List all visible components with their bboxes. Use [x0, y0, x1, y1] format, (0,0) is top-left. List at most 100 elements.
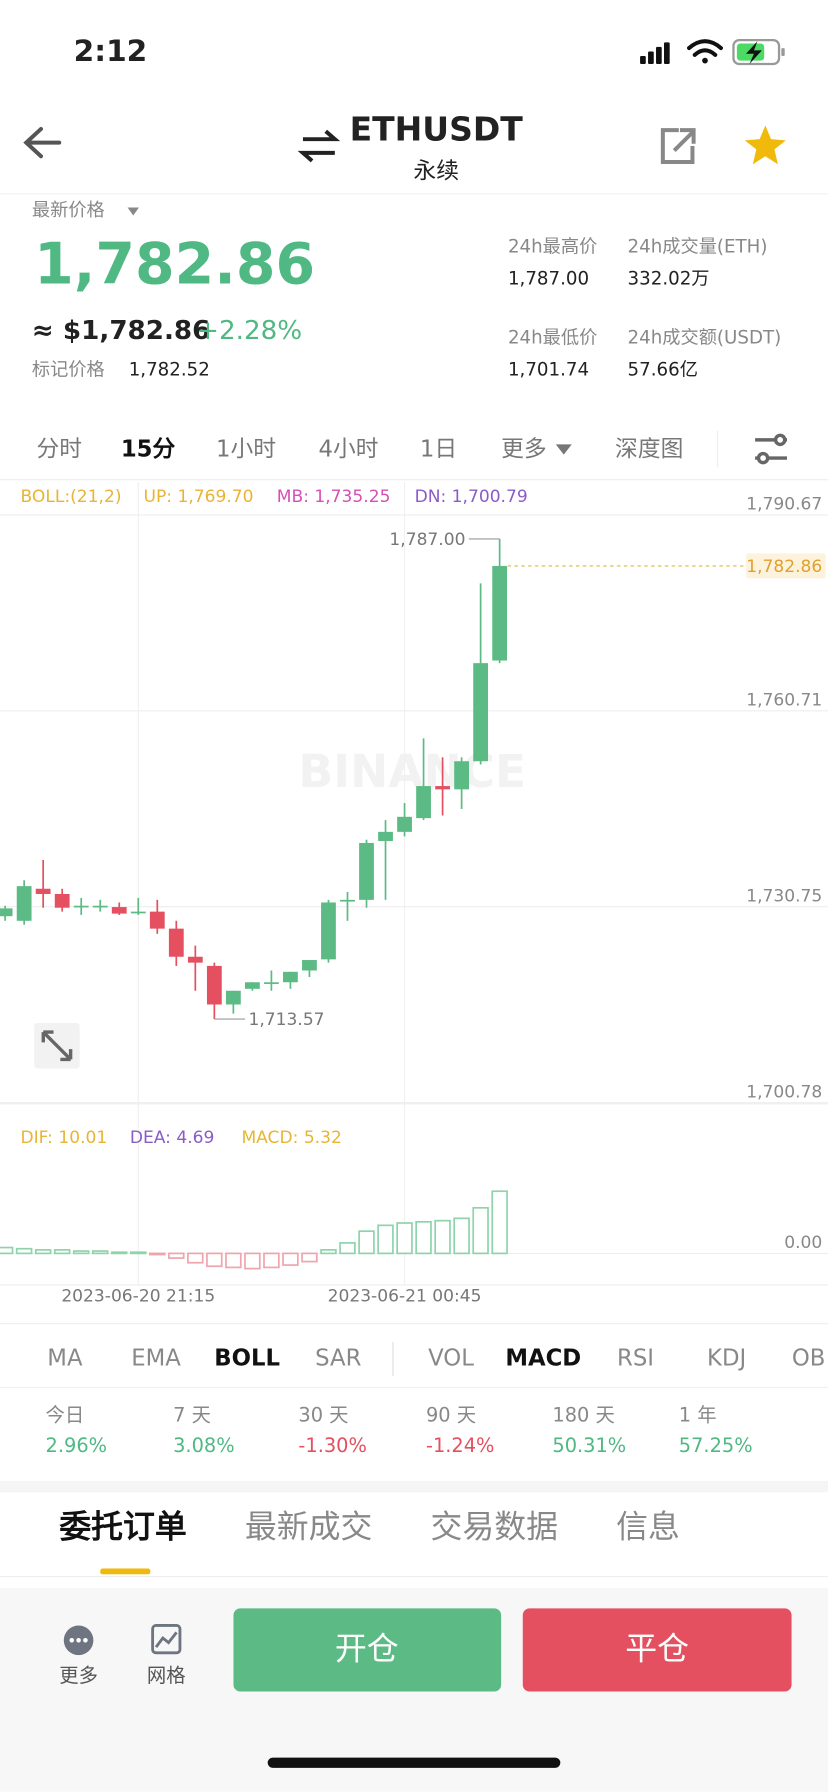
indicator-tab[interactable]: EMA [131, 1345, 181, 1371]
macd-bar [72, 1250, 90, 1255]
period-label: 30 天 [298, 1403, 348, 1426]
order-tab[interactable]: 最新成交 [245, 1508, 373, 1546]
indicator-tab[interactable]: RSI [617, 1345, 654, 1371]
open-label[interactable]: 开仓 [335, 1630, 399, 1668]
fullscreen-button[interactable] [34, 1022, 80, 1069]
symbol-title[interactable]: ETHUSDT [350, 110, 524, 149]
stat-value: 1,701.74 [508, 359, 589, 380]
candle-body [73, 905, 89, 908]
stat-value: 57.66亿 [628, 359, 698, 380]
stat-label: 24h成交额(USDT) [628, 327, 782, 348]
last-price-label[interactable]: 最新价格 [32, 200, 105, 221]
close-label[interactable]: 平仓 [625, 1630, 689, 1668]
contract-type: 永续 [413, 159, 459, 185]
candle-body [16, 886, 32, 921]
interval-tab[interactable]: 深度图 [615, 437, 683, 463]
period-change: 2.96% [46, 1434, 108, 1457]
section-gap [0, 1480, 828, 1493]
macd-bar [472, 1206, 489, 1255]
interval-tab[interactable]: 更多 [501, 437, 547, 463]
macd-bar [263, 1252, 280, 1269]
macd-bar [0, 1246, 14, 1255]
annotation-label: 1,713.57 [249, 1010, 325, 1030]
indicator-tabs: MA EMA BOLL SAR VOL MACD RSI KDJ OB [47, 1345, 825, 1371]
period-change: 3.08% [173, 1434, 235, 1457]
macd-bar [301, 1252, 318, 1263]
open-button[interactable] [233, 1608, 502, 1692]
macd-bar [15, 1247, 33, 1255]
macd-bar [149, 1252, 166, 1256]
period-change: 50.31% [552, 1434, 626, 1457]
stat-label: 24h成交量(ETH) [628, 236, 768, 257]
status-time: 2:12 [74, 34, 148, 68]
back-button[interactable] [23, 126, 62, 159]
candle-body [435, 786, 450, 790]
macd-bar [34, 1249, 52, 1255]
macd-bar [339, 1242, 356, 1255]
order-tab[interactable]: 委托订单 [59, 1508, 187, 1546]
indicator-tab[interactable]: MA [47, 1345, 83, 1371]
indicator-tab[interactable]: SAR [315, 1345, 361, 1371]
favorite-star[interactable] [744, 125, 786, 165]
indicator-tab[interactable]: KDJ [707, 1345, 746, 1371]
more-button[interactable]: 更多 [59, 1625, 98, 1687]
stat-value: 1,787.00 [508, 268, 589, 289]
macd-bar [130, 1251, 147, 1255]
interval-tab[interactable]: 4小时 [319, 437, 379, 463]
candle-body [130, 911, 146, 914]
grid-button[interactable]: 网格 [147, 1624, 186, 1687]
macd-bar [225, 1252, 242, 1269]
candle-body [244, 982, 260, 989]
period-label: 90 天 [426, 1403, 476, 1426]
period-change: -1.30% [298, 1434, 367, 1457]
candle-body [54, 893, 70, 908]
macd-bar [53, 1249, 71, 1255]
candle-body [340, 899, 355, 902]
macd-bar [244, 1252, 261, 1270]
y-tick-label: 1,730.75 [746, 886, 822, 906]
grid-label[interactable]: 网格 [147, 1664, 186, 1687]
battery-icon [732, 38, 785, 66]
usd-price: ≈ $1,782.86 [32, 316, 211, 346]
period-label: 1 年 [679, 1403, 717, 1426]
interval-tab[interactable]: 分时 [36, 437, 82, 463]
order-tab[interactable]: 交易数据 [431, 1508, 558, 1546]
macd-bar [320, 1249, 337, 1255]
candle-body [149, 911, 165, 929]
interval-tab[interactable]: 1日 [420, 437, 457, 463]
macd-bar [377, 1224, 394, 1255]
interval-tab[interactable]: 1小时 [216, 437, 276, 463]
candle-body [92, 905, 108, 908]
indicator-tab[interactable]: MACD [505, 1345, 581, 1371]
candle-body [283, 971, 298, 983]
candle-body [264, 982, 279, 984]
close-button[interactable] [522, 1608, 792, 1692]
interval-tab[interactable]: 15分 [121, 437, 176, 463]
candle-body [454, 761, 470, 790]
candle-body [225, 990, 241, 1005]
mark-price-label: 标记价格 [32, 359, 105, 380]
more-label[interactable]: 更多 [59, 1664, 98, 1687]
swap-icon[interactable] [297, 129, 341, 163]
macd-bar [91, 1250, 109, 1255]
order-tabs: 委托订单 最新成交 交易数据 信息 [59, 1508, 680, 1546]
macd-bar [282, 1252, 299, 1266]
order-tab[interactable]: 信息 [616, 1508, 680, 1546]
macd-bar [415, 1220, 432, 1255]
legend-entry: DIF: 10.01 [21, 1128, 108, 1148]
period-change: -1.24% [426, 1434, 495, 1457]
stat-label: 24h最高价 [508, 236, 597, 257]
indicator-tab[interactable]: OB [792, 1345, 826, 1371]
stats: 24h最高价 1,787.00 24h成交量(ETH) 332.02万 24h最低价 1,… [508, 236, 781, 380]
indicator-label: BOLL:(21,2) [21, 487, 122, 507]
dropdown-caret [127, 207, 139, 216]
candle-body [111, 907, 127, 914]
chart-settings-button[interactable] [755, 433, 787, 465]
indicator-tab[interactable]: VOL [428, 1345, 474, 1371]
share-button[interactable] [660, 128, 696, 164]
indicator-tab[interactable]: BOLL [214, 1345, 280, 1371]
macd-bar [453, 1217, 470, 1255]
tab-indicator [100, 1568, 151, 1575]
last-price: 1,782.86 [34, 232, 315, 298]
